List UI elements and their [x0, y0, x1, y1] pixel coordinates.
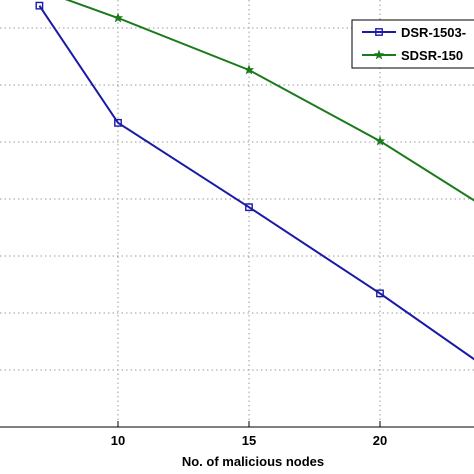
grid: [0, 0, 474, 427]
legend-marker-symbol: [375, 28, 383, 36]
legend: DSR-1503- SDSR-150: [351, 19, 474, 69]
legend-box: [351, 19, 474, 69]
data-point: [114, 118, 122, 127]
legend-label-sdsr: SDSR-150: [401, 48, 463, 63]
series-0: [35, 1, 474, 361]
data-point: [112, 12, 124, 23]
data-point: [35, 1, 44, 10]
x-tick-label: 15: [242, 433, 256, 448]
legend-marker-symbol: [373, 49, 385, 60]
legend-marker-sdsr: [373, 49, 385, 60]
series-line-0: [38, 5, 474, 361]
series: [35, 0, 474, 361]
data-point: [374, 135, 386, 146]
series-1: [64, 0, 474, 202]
data-point: [376, 289, 384, 298]
x-tick-label: 10: [111, 433, 125, 448]
data-point: [245, 203, 253, 212]
legend-marker-dsr: [375, 28, 383, 36]
x-ticks: 10 15 20: [111, 421, 387, 448]
legend-label-dsr: DSR-1503-: [401, 25, 466, 40]
x-tick-label: 20: [373, 433, 387, 448]
x-axis-title: No. of malicious nodes: [182, 454, 324, 469]
data-point: [243, 64, 255, 75]
